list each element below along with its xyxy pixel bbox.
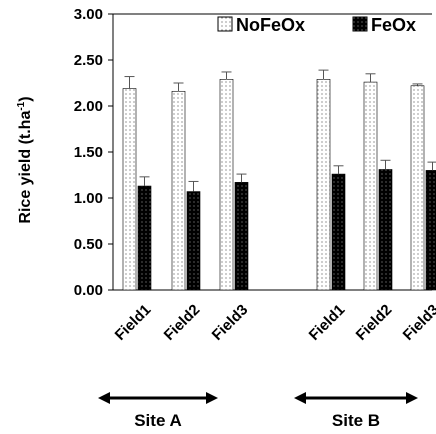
y-axis: 0.00 0.50 1.00 1.50 2.00 2.50 3.00 [74, 6, 432, 299]
y-tick-label: 3.00 [74, 6, 103, 23]
bar-feox [378, 169, 393, 291]
y-axis-title: Rice yield (t.ha-1) [16, 96, 34, 223]
legend-label-nofeox: NoFeOx [236, 15, 305, 35]
bar-feox [137, 185, 152, 291]
x-tick-label: Field1 [306, 301, 349, 344]
bar-nofeox [410, 85, 425, 291]
legend-label-feox: FeOx [371, 15, 416, 35]
group-label: Site B [332, 411, 380, 430]
x-tick-label: Field1 [112, 301, 155, 344]
y-tick-label: 1.00 [74, 190, 103, 207]
x-axis: Field1 Field2 Field3 Field1 Field2 Field3 [112, 301, 436, 344]
x-tick-label: Field2 [353, 301, 396, 344]
legend: NoFeOx FeOx [217, 15, 416, 35]
bar-feox [234, 182, 249, 291]
group-arrow-head-right [206, 392, 218, 404]
bar-nofeox [122, 88, 137, 291]
y-tick-label: 0.00 [74, 282, 103, 299]
x-tick-label: Field3 [209, 301, 252, 344]
group-arrow-head-left [294, 392, 306, 404]
y-tick-label: 0.50 [74, 236, 103, 253]
bar-nofeox [219, 79, 234, 291]
x-tick-label: Field3 [400, 301, 436, 344]
y-tick-label: 2.00 [74, 98, 103, 115]
bar-feox [331, 173, 346, 291]
x-tick-label: Field2 [161, 301, 204, 344]
group-arrow-head-right [406, 392, 418, 404]
legend-swatch-feox [352, 16, 368, 32]
bars [122, 69, 436, 291]
group-label: Site A [134, 411, 182, 430]
group-arrow-head-left [98, 392, 110, 404]
site-groups: Site A Site B [98, 392, 418, 430]
y-tick-label: 1.50 [74, 144, 103, 161]
bar-nofeox [316, 79, 331, 291]
y-tick-label: 2.50 [74, 52, 103, 69]
bar-nofeox [171, 90, 186, 291]
bar-nofeox [363, 81, 378, 291]
bar-feox [186, 191, 201, 291]
legend-swatch-nofeox [217, 16, 233, 32]
bar-feox [425, 170, 436, 291]
